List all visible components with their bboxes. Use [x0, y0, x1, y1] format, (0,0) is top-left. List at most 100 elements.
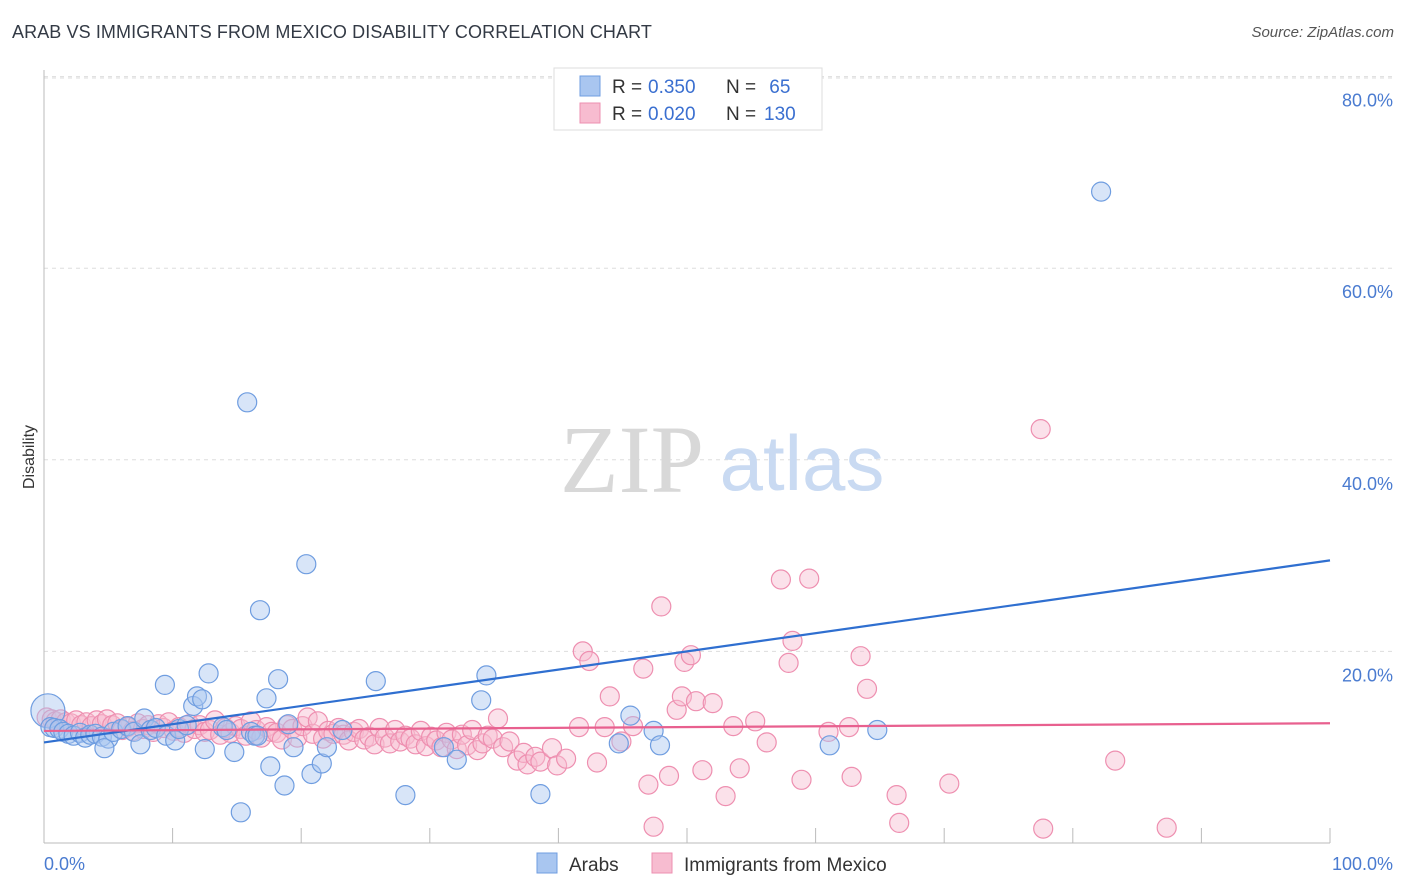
arab-point [301, 763, 322, 785]
mexico-point [680, 645, 702, 666]
arab-point [260, 756, 281, 777]
arab-point [1090, 181, 1112, 202]
arab-point [649, 735, 671, 756]
mexico-point [850, 646, 871, 667]
mexico-point [799, 568, 820, 589]
arab-point [296, 554, 317, 575]
mexico-point [715, 785, 736, 807]
arab-point [186, 686, 208, 707]
arab-point [530, 783, 551, 805]
watermark-atlas: atlas [720, 419, 885, 507]
mexico-point [770, 569, 792, 590]
bottom-legend-label-mexico: Immigrants from Mexico [684, 855, 887, 876]
x-tick-label-max: 100.0% [1332, 854, 1393, 874]
trend-line-arabs [43, 559, 1331, 744]
arab-point [867, 719, 888, 741]
legend-swatch-arabs [579, 75, 601, 97]
mexico-point [1030, 419, 1051, 440]
mexico-point [415, 736, 436, 757]
arab-point [608, 733, 629, 754]
arab-point [94, 738, 115, 759]
mexico-point [1156, 817, 1177, 838]
y-tick-label: 80.0% [1342, 91, 1393, 111]
bottom-legend-swatch-mexico [651, 852, 673, 874]
mexico-point [555, 748, 577, 769]
mexico-point [841, 766, 862, 788]
legend-n-label-arabs: N = [726, 77, 756, 98]
mexico-point [685, 691, 707, 712]
mexico-point [1033, 818, 1054, 839]
watermark-zip: ZIP [560, 406, 704, 513]
legend-n-label-mexico: N = [726, 104, 756, 125]
mexico-point [426, 730, 447, 751]
mexico-point [666, 699, 687, 720]
y-tick-labels: 20.0% 40.0% 60.0% 80.0% [1342, 91, 1393, 686]
y-tick-label: 20.0% [1342, 665, 1393, 685]
bottom-legend-swatch-arabs [536, 852, 558, 874]
arab-point [256, 688, 277, 709]
legend-r-value-arabs: 0.350 [648, 77, 696, 98]
mexico-point [493, 737, 514, 758]
y-tick-label: 40.0% [1342, 474, 1393, 494]
mexico-point [586, 752, 608, 773]
legend-r-label-arabs: R = [612, 77, 642, 98]
legend-r-label-mexico: R = [612, 104, 642, 125]
mexico-point [651, 596, 672, 617]
arab-point [230, 802, 251, 823]
arab-point [268, 669, 289, 690]
arab-point [819, 735, 840, 756]
mexico-point [599, 686, 620, 707]
series-arabs-points [30, 181, 1112, 823]
mexico-point [886, 784, 907, 806]
legend-swatch-mexico [579, 102, 601, 124]
mexico-point [457, 735, 478, 756]
mexico-point [939, 773, 960, 794]
legend-n-value-arabs: 65 [764, 77, 790, 98]
arab-point [247, 725, 268, 746]
arab-point [237, 392, 258, 413]
mexico-point [638, 774, 659, 795]
mexico-point [778, 652, 799, 674]
arab-point [176, 715, 197, 736]
y-tick-label: 60.0% [1342, 282, 1393, 302]
legend-r-value-mexico: 0.020 [648, 104, 696, 125]
arab-point [365, 670, 386, 692]
x-tick-label-min: 0.0% [44, 854, 85, 874]
mexico-point [658, 765, 680, 787]
arab-point [198, 663, 219, 684]
mexico-point [791, 769, 812, 790]
mexico-point [692, 760, 713, 781]
mexico-point [782, 630, 803, 652]
mexico-point [364, 734, 385, 755]
mexico-point [756, 732, 777, 753]
mexico-point [579, 650, 600, 672]
arab-point [194, 738, 215, 760]
mexico-point [487, 708, 509, 729]
arab-point [278, 714, 299, 735]
arab-point [154, 674, 175, 696]
mexico-point [297, 707, 318, 728]
arab-point [620, 705, 641, 726]
arab-point [274, 775, 295, 796]
mexico-point [745, 711, 766, 732]
arab-point [224, 741, 245, 763]
mexico-point [517, 754, 538, 775]
arab-point [446, 749, 467, 770]
top-legend: R = 0.350 N = 65 R = 0.020 N = 130 [553, 67, 823, 131]
x-axis-ticks [43, 828, 1331, 843]
arab-point [240, 721, 262, 743]
arab-point [311, 753, 332, 774]
arab-point [395, 784, 416, 806]
mexico-point [462, 719, 483, 741]
mexico-point [530, 751, 551, 772]
mexico-point [1105, 750, 1126, 771]
mexico-point [729, 758, 750, 779]
arab-point [471, 690, 492, 711]
source-label: Source: ZipAtlas.com [1251, 24, 1394, 41]
mexico-point [410, 720, 431, 742]
arab-point [283, 737, 304, 758]
mexico-point [889, 812, 910, 834]
mexico-point [451, 724, 472, 745]
mexico-point [513, 742, 534, 764]
